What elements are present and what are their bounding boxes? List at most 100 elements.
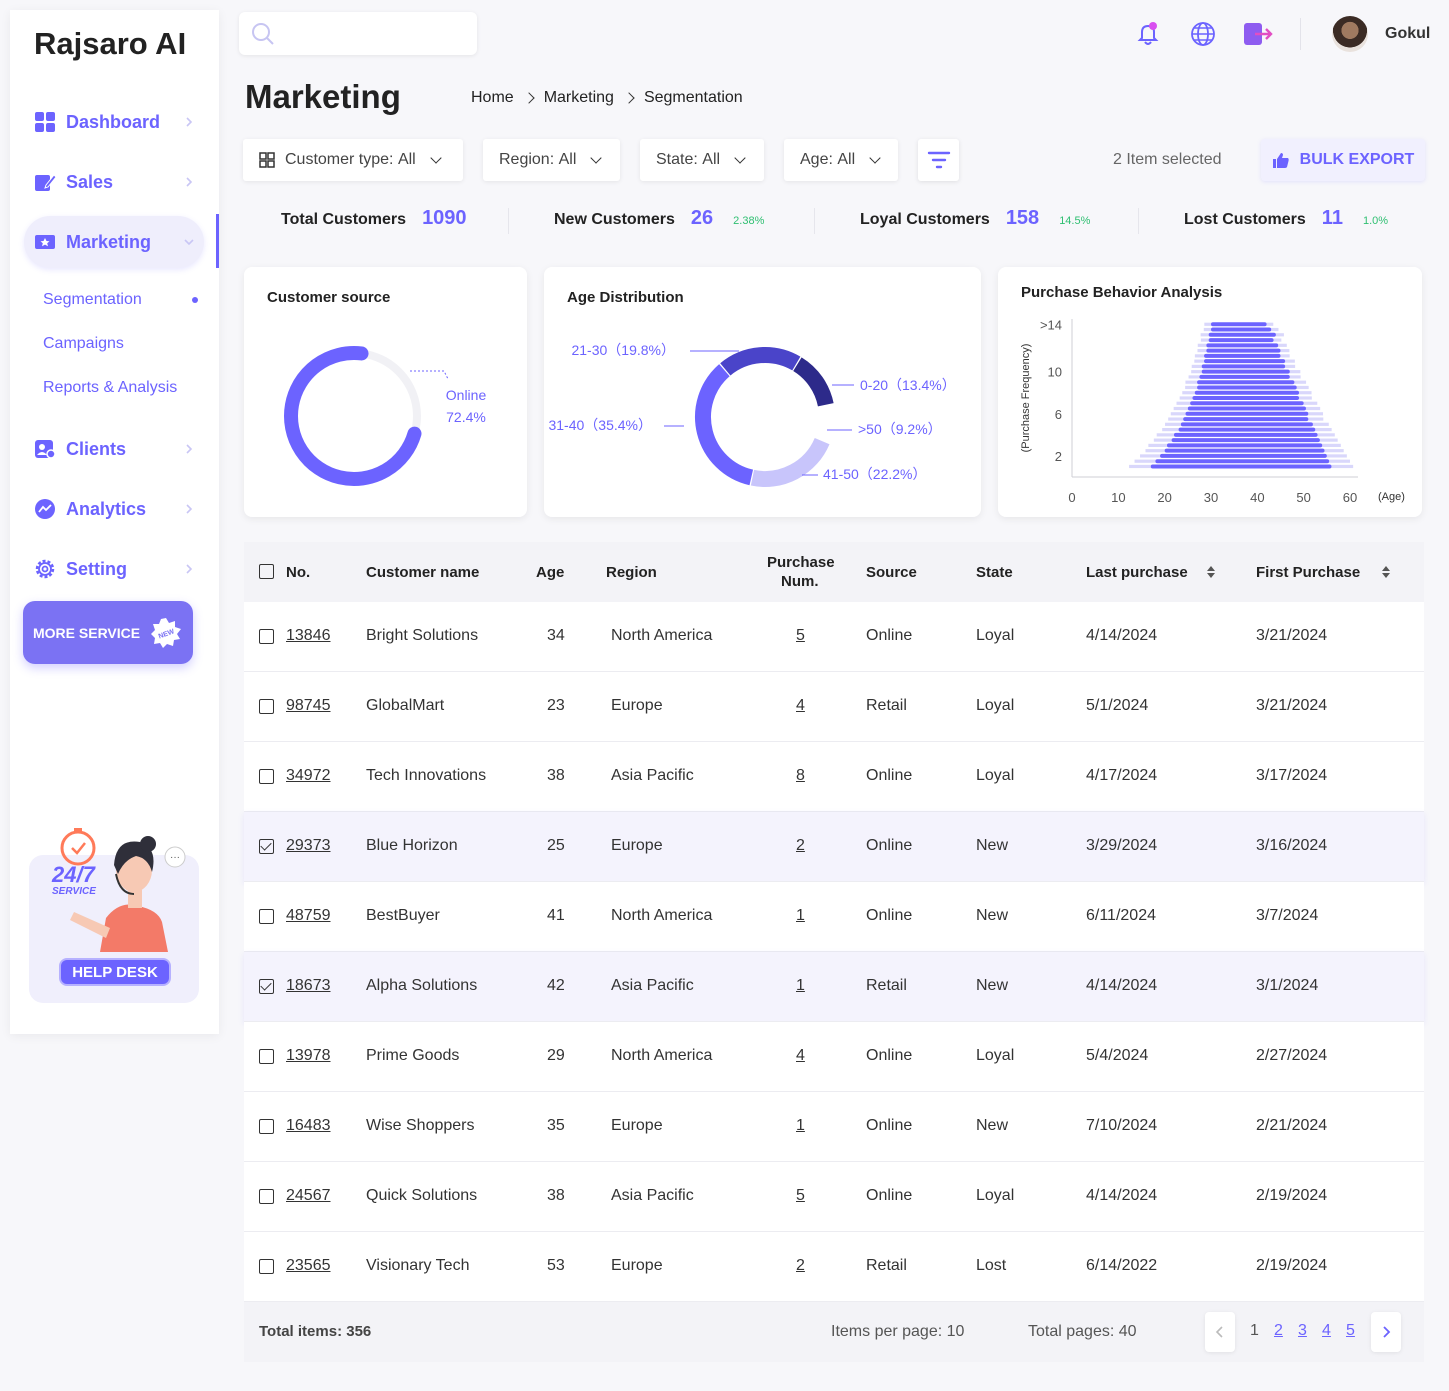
table-row[interactable]: 98745 GlobalMart 23 Europe 4 Retail Loyal 5/1/2… — [244, 672, 1424, 742]
x-tick-label: 0 — [1068, 490, 1075, 505]
table-row[interactable]: 24567 Quick Solutions 38 Asia Pacific 5 Onlin… — [244, 1162, 1424, 1232]
cell-no[interactable]: 16483 — [286, 1117, 331, 1134]
filter-state[interactable]: State: All — [640, 139, 764, 181]
table-row[interactable]: 13846 Bright Solutions 34 North America 5 Onl… — [244, 602, 1424, 672]
page-1[interactable]: 1 — [1250, 1322, 1259, 1339]
table-row[interactable]: 13978 Prime Goods 29 North America 4 Online Lo… — [244, 1022, 1424, 1092]
cell-source: Retail — [866, 697, 907, 714]
next-page-button[interactable] — [1371, 1312, 1401, 1352]
service-24-text: 24/7 — [51, 862, 97, 887]
cell-purchase-num[interactable]: 1 — [796, 1117, 805, 1134]
cell-purchase-num[interactable]: 4 — [796, 697, 805, 714]
age-label-0: 0-20（13.4%） — [860, 377, 956, 393]
stat-lost-customers: Lost Customers 11 1.0% — [1184, 207, 1388, 230]
sort-icon[interactable] — [1381, 565, 1391, 579]
service-text: SERVICE — [52, 886, 96, 897]
cell-state: New — [976, 837, 1009, 854]
table-row[interactable]: 18673 Alpha Solutions 42 Asia Pacific 1 Retai… — [244, 952, 1424, 1022]
sidebar-sub-campaigns[interactable]: Campaigns — [43, 335, 124, 352]
sidebar-sub-reports[interactable]: Reports & Analysis — [43, 379, 178, 396]
sidebar-item-clients[interactable]: Clients — [24, 423, 204, 475]
page-4[interactable]: 4 — [1322, 1322, 1331, 1339]
sidebar-item-dashboard[interactable]: Dashboard — [24, 96, 204, 148]
cell-purchase-num[interactable]: 1 — [796, 977, 805, 994]
sidebar-item-setting[interactable]: Setting — [24, 543, 204, 595]
filter-age[interactable]: Age: All — [784, 139, 898, 181]
table-row[interactable]: 48759 BestBuyer 41 North America 1 Online New 6… — [244, 882, 1424, 952]
column-last-purchase: Last purchase — [1086, 564, 1188, 581]
globe-icon[interactable] — [1189, 20, 1217, 48]
table-row[interactable]: 34972 Tech Innovations 38 Asia Pacific 8 Onli… — [244, 742, 1424, 812]
row-checkbox[interactable] — [259, 1119, 274, 1134]
cell-last-purchase: 6/11/2024 — [1086, 907, 1156, 924]
username[interactable]: Gokul — [1385, 25, 1431, 42]
row-checkbox[interactable] — [259, 1049, 274, 1064]
cell-no[interactable]: 13846 — [286, 627, 331, 644]
distribution-bar — [1160, 453, 1327, 458]
row-checkbox[interactable] — [259, 909, 274, 924]
cell-purchase-num[interactable]: 8 — [796, 767, 805, 784]
cell-source: Online — [866, 907, 913, 924]
row-checkbox[interactable] — [259, 769, 274, 784]
page-2[interactable]: 2 — [1274, 1322, 1283, 1339]
cell-first-purchase: 2/19/2024 — [1256, 1187, 1328, 1204]
avatar[interactable] — [1332, 16, 1368, 52]
sidebar-sub-segmentation[interactable]: Segmentation — [43, 291, 142, 308]
row-checkbox[interactable] — [259, 1259, 274, 1274]
cell-purchase-num[interactable]: 2 — [796, 1257, 805, 1274]
filter-customer-type[interactable]: Customer type: All — [243, 139, 463, 181]
sidebar-item-marketing[interactable]: Marketing — [24, 216, 204, 268]
cell-purchase-num[interactable]: 2 — [796, 837, 805, 854]
row-checkbox[interactable] — [259, 979, 274, 994]
breadcrumb-separator-icon — [623, 92, 635, 104]
breadcrumb-home[interactable]: Home — [471, 89, 514, 106]
cell-purchase-num[interactable]: 5 — [796, 627, 805, 644]
table-row[interactable]: 23565 Visionary Tech 53 Europe 2 Retail Lost 6/… — [244, 1232, 1424, 1302]
more-service-button[interactable]: MORE SERVICE NEW — [23, 601, 193, 664]
table-row[interactable]: 29373 Blue Horizon 25 Europe 2 Online New 3/29/… — [244, 812, 1424, 882]
bell-icon[interactable] — [1134, 20, 1162, 48]
row-checkbox[interactable] — [259, 699, 274, 714]
bulk-export-button[interactable]: BULK EXPORT — [1261, 139, 1425, 181]
cell-purchase-num[interactable]: 1 — [796, 907, 805, 924]
distribution-bar — [1206, 343, 1279, 348]
cell-region: North America — [611, 1047, 713, 1064]
column-num: Num. — [781, 573, 819, 590]
cell-last-purchase: 4/14/2024 — [1086, 627, 1158, 644]
distribution-bar — [1197, 380, 1295, 385]
cell-purchase-num[interactable]: 5 — [796, 1187, 805, 1204]
helpdesk-button[interactable]: HELP DESK — [59, 958, 171, 986]
row-checkbox[interactable] — [259, 839, 274, 854]
prev-page-button[interactable] — [1205, 1312, 1235, 1352]
filter-options-button[interactable] — [918, 139, 959, 181]
cell-no[interactable]: 34972 — [286, 767, 331, 784]
cell-no[interactable]: 29373 — [286, 837, 331, 854]
cell-no[interactable]: 98745 — [286, 697, 331, 714]
sort-icon[interactable] — [1206, 565, 1216, 579]
breadcrumb-marketing[interactable]: Marketing — [543, 89, 614, 106]
row-checkbox[interactable] — [259, 629, 274, 644]
cell-no[interactable]: 48759 — [286, 907, 331, 924]
thumbs-up-icon — [1272, 153, 1289, 168]
row-checkbox[interactable] — [259, 1189, 274, 1204]
chevron-right-icon — [186, 177, 193, 187]
page-3[interactable]: 3 — [1298, 1322, 1307, 1339]
cell-region: Asia Pacific — [611, 977, 694, 994]
logout-icon[interactable] — [1243, 20, 1275, 48]
cell-purchase-num[interactable]: 4 — [796, 1047, 805, 1064]
select-all-checkbox[interactable] — [259, 564, 274, 579]
sidebar-item-analytics[interactable]: Analytics — [24, 483, 204, 535]
cell-no[interactable]: 24567 — [286, 1187, 331, 1204]
cell-no[interactable]: 23565 — [286, 1257, 331, 1274]
page-5[interactable]: 5 — [1346, 1322, 1355, 1339]
table-row[interactable]: 16483 Wise Shoppers 35 Europe 1 Online New 7/10… — [244, 1092, 1424, 1162]
cell-no[interactable]: 18673 — [286, 977, 331, 994]
sidebar-item-sales[interactable]: Sales — [24, 156, 204, 208]
x-axis-label: (Age) — [1378, 491, 1405, 503]
filter-region[interactable]: Region: All — [483, 139, 620, 181]
cell-no[interactable]: 13978 — [286, 1047, 331, 1064]
age-label-3: 31-40（35.4%） — [548, 417, 652, 433]
donut-slice-0-20 — [792, 357, 834, 407]
items-per-page[interactable]: Items per page: 10 — [831, 1323, 965, 1340]
search-input[interactable] — [239, 12, 477, 55]
